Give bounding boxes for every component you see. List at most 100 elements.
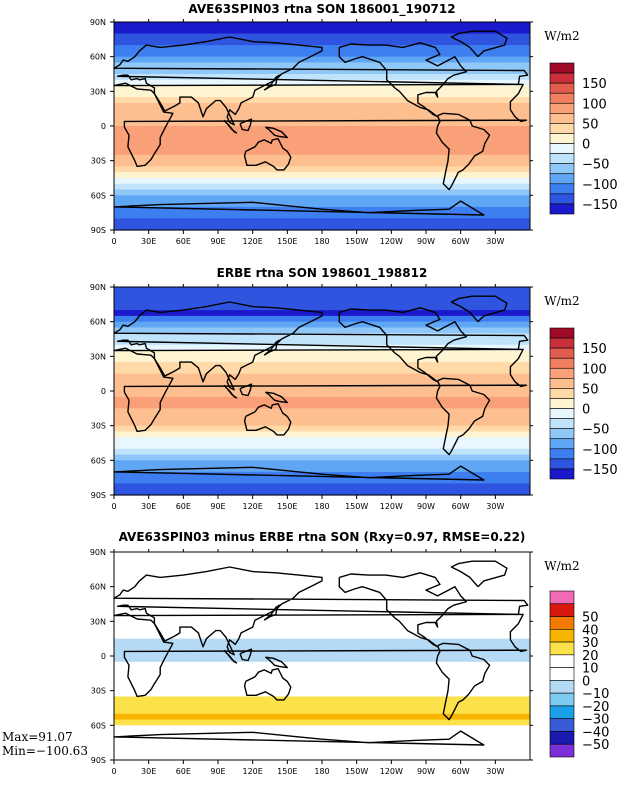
- field-band: [114, 68, 530, 75]
- colorbar-box: [549, 590, 575, 605]
- field-band: [114, 108, 530, 116]
- y-tick-label: 90N: [90, 18, 106, 27]
- x-tick-label: 180: [314, 237, 329, 246]
- y-tick-label: 60N: [90, 583, 106, 592]
- field-band: [114, 615, 530, 622]
- coastline: [223, 119, 238, 134]
- colorbar-box: [549, 603, 575, 617]
- colorbar-box: [549, 173, 575, 185]
- field-band: [114, 580, 530, 588]
- field-band: [114, 327, 530, 334]
- field-band: [114, 344, 530, 352]
- field-band: [114, 650, 530, 657]
- field-band: [114, 62, 530, 69]
- x-tick-label: 150E: [277, 237, 297, 246]
- x-tick-label: 120W: [380, 502, 403, 511]
- colorbar-box: [549, 143, 575, 154]
- field-band: [114, 315, 530, 323]
- colorbar-unit: W/m2: [544, 29, 579, 43]
- colorbar-box: [549, 398, 575, 409]
- x-tick-label: 60E: [176, 767, 191, 776]
- coastline: [239, 648, 253, 662]
- x-tick-label: 120E: [243, 767, 263, 776]
- field-band: [114, 126, 530, 133]
- field-band: [114, 731, 530, 738]
- coastline: [263, 604, 280, 621]
- colorbar-box: [549, 705, 575, 719]
- field-band: [114, 748, 530, 755]
- field-band: [114, 661, 530, 669]
- field-band: [114, 97, 530, 104]
- field-band: [114, 632, 530, 640]
- colorbar-tick-label: 100: [582, 97, 607, 112]
- field-band: [114, 598, 530, 605]
- colorbar-tick-label: −50: [582, 158, 609, 173]
- x-tick-label: 150E: [277, 767, 297, 776]
- field-band: [114, 201, 530, 208]
- colorbar-box: [549, 193, 575, 205]
- field-band: [114, 569, 530, 576]
- x-tick-label: 150W: [345, 767, 368, 776]
- field-band: [114, 33, 530, 40]
- coastline: [113, 730, 485, 746]
- chart-title: ERBE rtna SON 198601_198812: [217, 266, 428, 281]
- field-band: [114, 604, 530, 611]
- max-label: Max=91.07: [2, 730, 73, 744]
- field-band: [114, 667, 530, 674]
- x-tick-label: 90E: [210, 767, 225, 776]
- colorbar-box: [549, 183, 575, 195]
- field-band: [114, 754, 530, 761]
- field-band: [114, 402, 530, 409]
- y-tick-label: 0: [101, 122, 106, 131]
- coastline: [338, 42, 468, 118]
- field-band: [114, 304, 530, 311]
- colorbar-box: [549, 92, 575, 104]
- field-band: [114, 489, 530, 496]
- colorbar-box: [549, 367, 575, 379]
- coastline: [450, 295, 508, 323]
- colorbar-tick-label: 150: [582, 77, 607, 92]
- field-band: [114, 414, 530, 421]
- coastline: [338, 572, 468, 648]
- colorbar-tick-label: 20: [582, 649, 599, 664]
- field-band: [114, 224, 530, 231]
- field-band: [114, 621, 530, 628]
- colorbar-box: [549, 438, 575, 450]
- colorbar-box: [549, 408, 575, 419]
- colorbar-tick-label: 0: [582, 138, 590, 153]
- y-tick-label: 30N: [90, 87, 106, 96]
- field-band: [114, 477, 530, 485]
- field-band: [114, 460, 530, 467]
- colorbar-box: [549, 680, 575, 694]
- y-tick-label: 30N: [90, 352, 106, 361]
- colorbar-box: [549, 113, 575, 124]
- field-band: [114, 206, 530, 214]
- coastline: [435, 112, 491, 191]
- colorbar-box: [549, 718, 575, 732]
- field-band: [114, 396, 530, 404]
- field-band: [114, 679, 530, 686]
- coastline: [263, 74, 280, 91]
- field-band: [114, 742, 530, 750]
- x-tick-label: 60W: [452, 237, 470, 246]
- colorbar-box: [549, 72, 575, 84]
- field-band: [114, 39, 530, 46]
- coastline: [265, 656, 288, 669]
- y-tick-label: 0: [101, 387, 106, 396]
- field-band: [114, 298, 530, 305]
- colorbar-tick-label: −100: [582, 443, 618, 458]
- field-band: [114, 56, 530, 64]
- field-band: [114, 379, 530, 386]
- colorbar-tick-label: −150: [582, 198, 618, 213]
- field-band: [114, 419, 530, 427]
- coastline: [435, 377, 491, 456]
- colorbar-box: [549, 458, 575, 470]
- colorbar-tick-label: 150: [582, 342, 607, 357]
- x-tick-label: 30W: [486, 237, 504, 246]
- x-tick-label: 90W: [417, 237, 435, 246]
- coastline: [450, 560, 508, 588]
- colorbar-tick-label: 0: [582, 403, 590, 418]
- field-band: [114, 339, 530, 346]
- field-band: [114, 638, 530, 646]
